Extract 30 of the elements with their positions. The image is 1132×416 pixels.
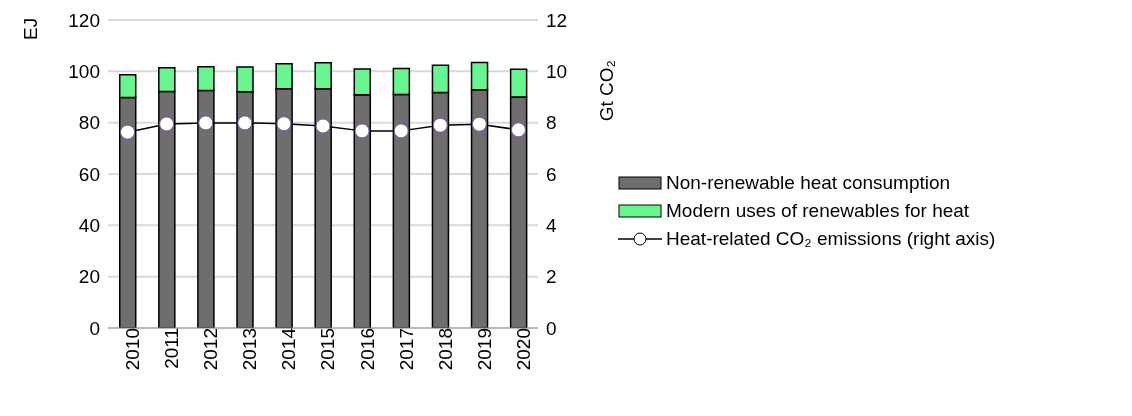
x-tick-label: 2010 <box>122 328 144 371</box>
x-tick-label: 2013 <box>239 328 261 371</box>
y-tick-label: 100 <box>68 61 100 83</box>
y-tick-label: 120 <box>68 9 100 31</box>
y-tick-label: 20 <box>78 266 100 288</box>
y2-tick-label: 12 <box>546 9 568 31</box>
x-tick-label: 2020 <box>512 328 534 371</box>
legend-label: Non-renewable heat consumption <box>666 170 951 195</box>
y2-tick-label: 6 <box>546 163 557 185</box>
y-tick-label: 0 <box>89 317 100 339</box>
y2-tick-label: 2 <box>546 266 557 288</box>
x-tick-label: 2011 <box>161 328 183 369</box>
x-tick-label: 2019 <box>473 328 495 371</box>
y2-axis-title: Gt CO₂ <box>596 60 618 122</box>
y-tick-label: 80 <box>78 112 100 134</box>
y2-tick-label: 0 <box>546 317 557 339</box>
x-tick-label: 2015 <box>317 328 339 371</box>
x-tick-label: 2014 <box>278 327 300 371</box>
x-tick-label: 2016 <box>356 328 378 371</box>
y2-tick-label: 4 <box>546 215 557 237</box>
y2-tick-label: 8 <box>546 112 557 134</box>
y-axis-title: EJ <box>20 17 42 40</box>
x-tick-label: 2017 <box>395 328 417 371</box>
legend-label: Modern uses of renewables for heat <box>666 198 970 223</box>
y-tick-label: 40 <box>78 215 100 237</box>
y2-tick-label: 10 <box>546 61 568 83</box>
x-tick-label: 2018 <box>434 328 456 371</box>
legend-label: Heat-related CO₂ emissions (right axis) <box>666 226 996 251</box>
x-tick-label: 2012 <box>200 328 222 371</box>
y-tick-label: 60 <box>78 163 100 185</box>
